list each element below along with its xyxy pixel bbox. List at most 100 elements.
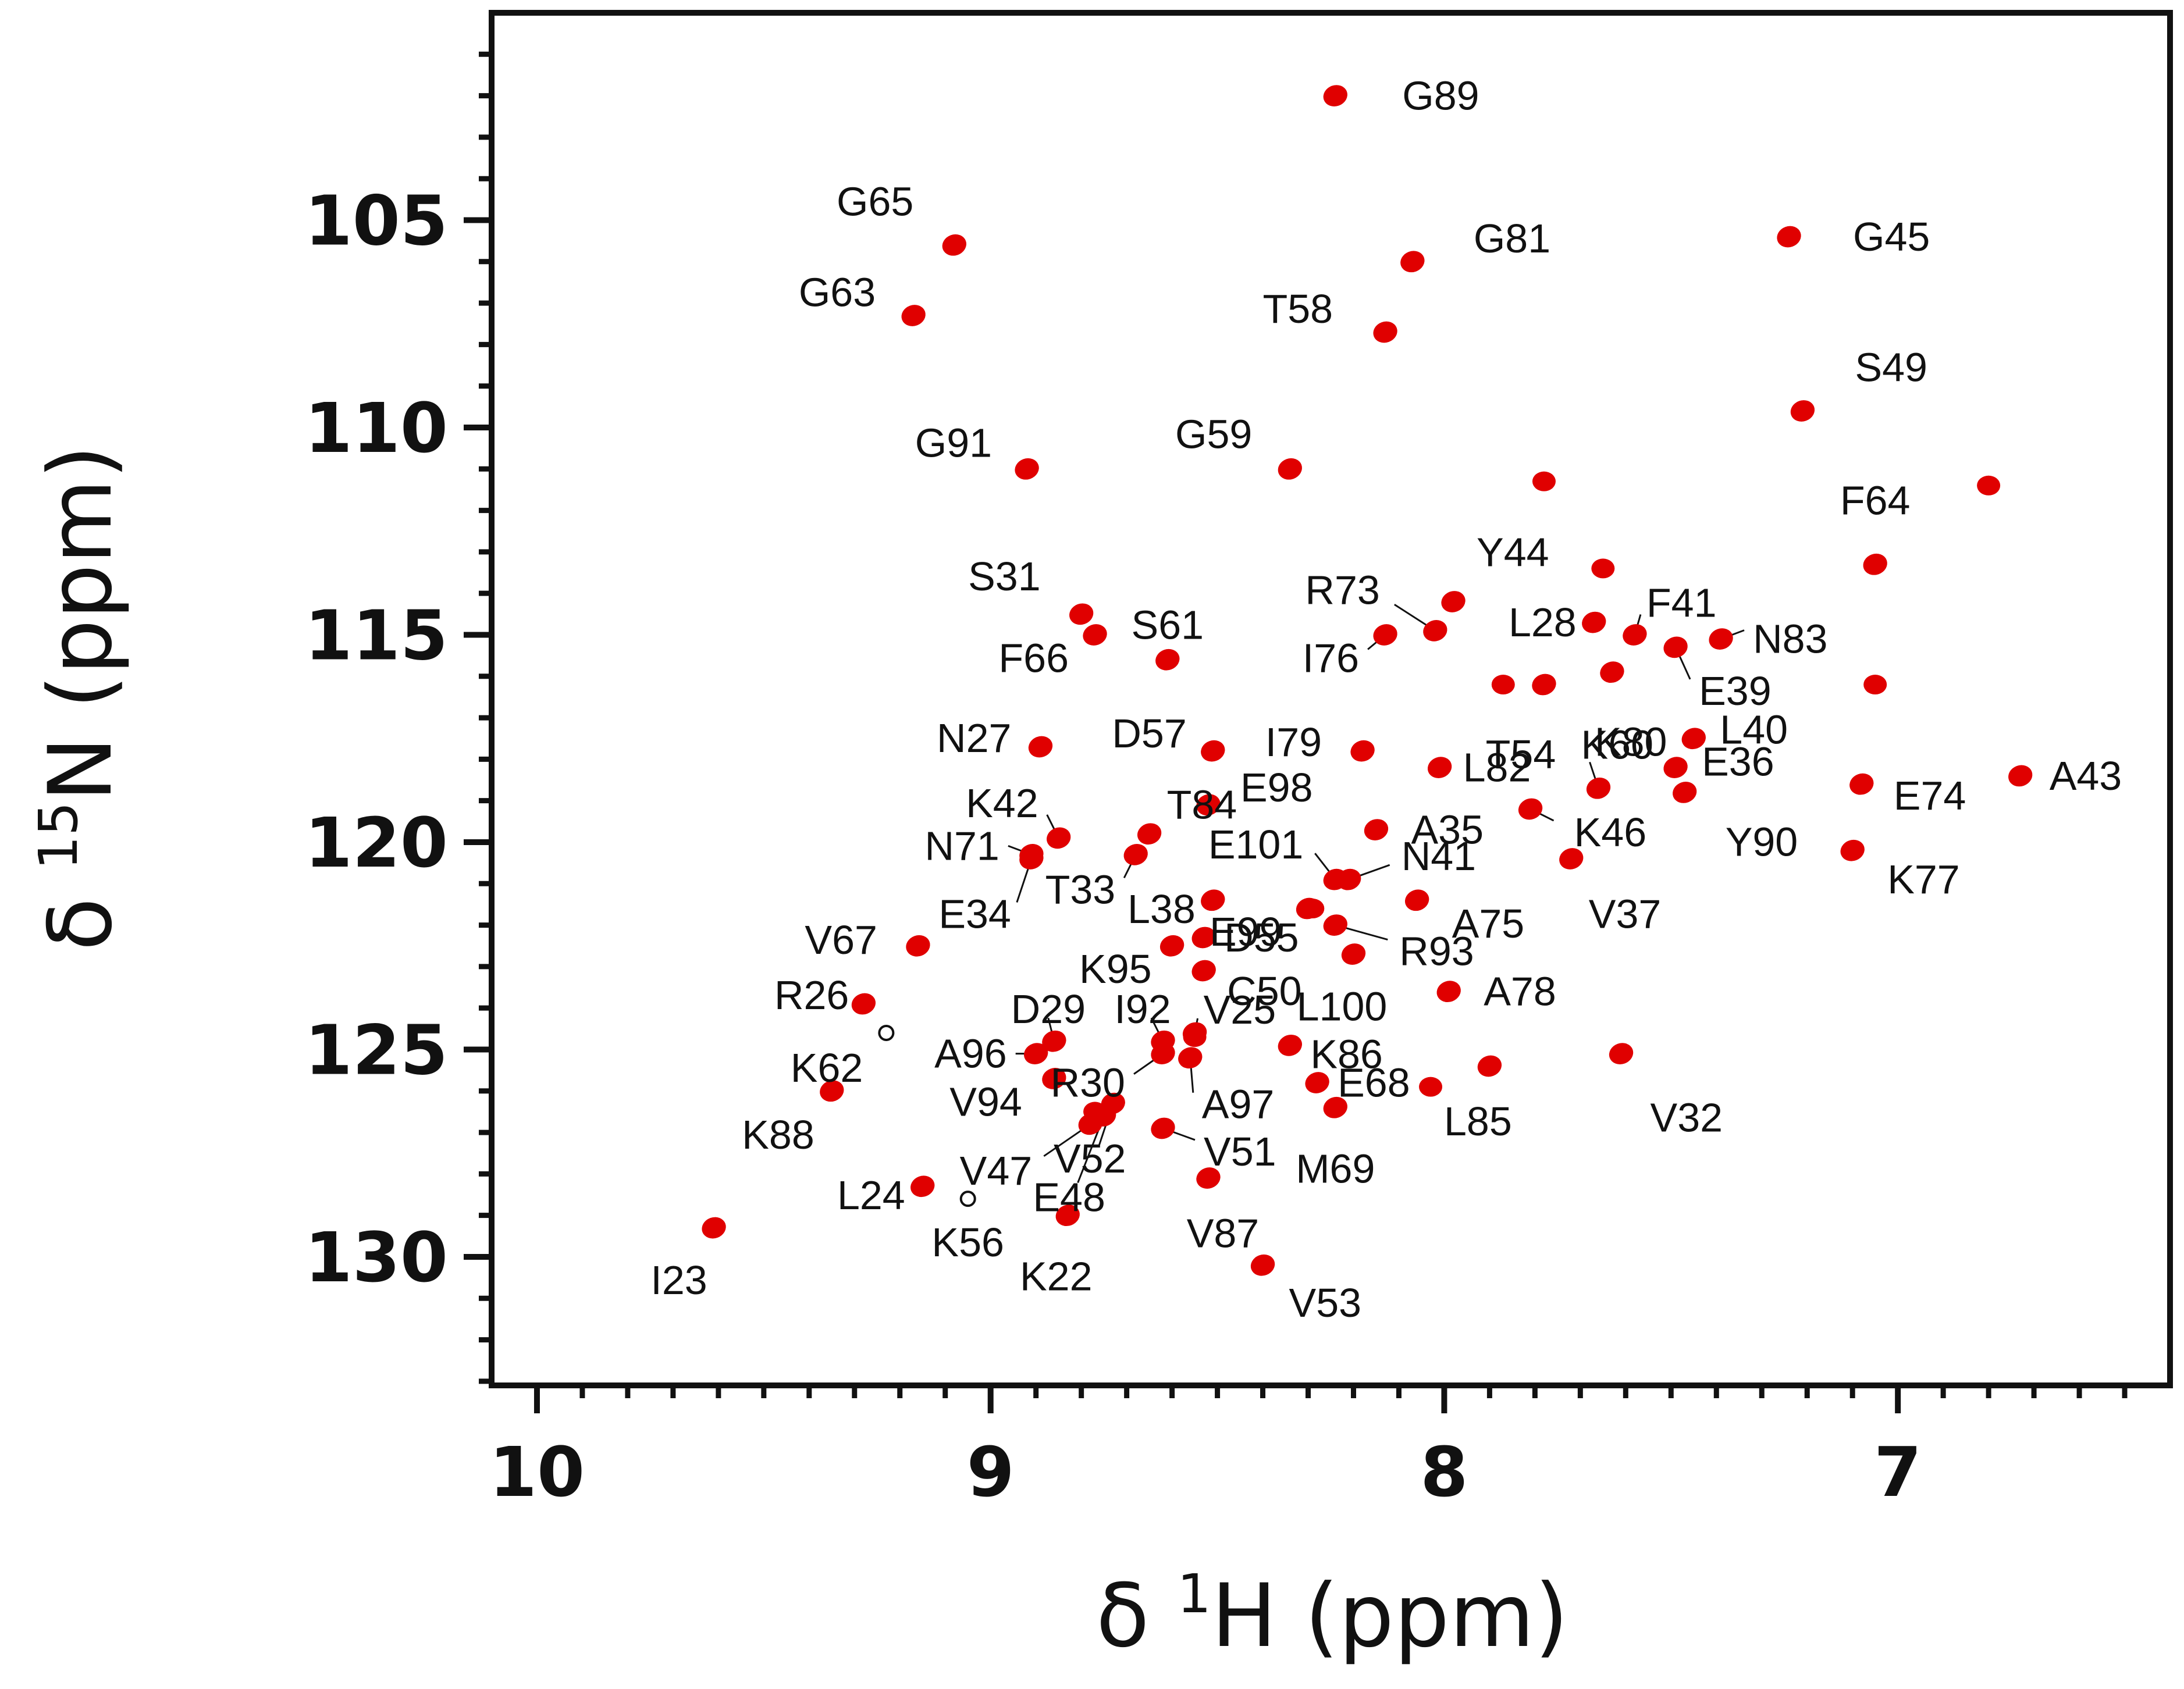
peak-marker-g63 xyxy=(901,305,926,326)
peak-marker-d57 xyxy=(1201,740,1225,762)
peak-marker-f64 xyxy=(1863,553,1887,575)
peak-label-t54: T54 xyxy=(1486,732,1556,777)
x-tick-label: 10 xyxy=(489,1432,585,1512)
peak-marker-a43 xyxy=(2008,765,2033,787)
peak-label-a78: A78 xyxy=(1484,969,1556,1014)
peak-label-v87: V87 xyxy=(1187,1211,1260,1256)
peak-marker-d29 xyxy=(1042,1030,1066,1052)
peak-marker-i76 xyxy=(1373,624,1397,646)
peak-label-k86: K86 xyxy=(1310,1031,1383,1077)
peak-marker-v51 xyxy=(1151,1117,1175,1139)
peak-marker-e48 xyxy=(1091,1105,1116,1127)
peak-label-l38: L38 xyxy=(1127,886,1196,932)
peak-label-e98: E98 xyxy=(1240,765,1313,810)
peak-label-a35: A35 xyxy=(1411,807,1484,853)
x-tick-label: 9 xyxy=(967,1432,1015,1512)
peak-label-s31: S31 xyxy=(968,554,1041,599)
x-axis-title-nucleus: H xyxy=(1211,1566,1277,1667)
x-axis-title-unit: (ppm) xyxy=(1277,1566,1568,1667)
peak-labels: G89 G65 G81 G45 G63 T58 S49 G91 G59 F64 S31 R73 Y44 L… xyxy=(650,73,2122,1326)
peak-marker-l38 xyxy=(1201,889,1225,911)
peak-label-k60: K60 xyxy=(1581,722,1654,767)
peak-marker-unlabeled xyxy=(1419,1077,1443,1097)
peak-marker-v87 xyxy=(1196,1167,1221,1189)
peak-label-e36: E36 xyxy=(1702,739,1774,785)
peak-label-r73: R73 xyxy=(1305,567,1379,612)
peak-label-e34: E34 xyxy=(938,892,1011,937)
peak-label-c50: C50 xyxy=(1227,968,1301,1014)
peak-marker-n83 xyxy=(1709,628,1733,650)
peak-marker-a75 xyxy=(1404,889,1429,911)
major-ticks xyxy=(464,217,1901,1413)
peak-marker-g65 xyxy=(942,234,966,256)
y-tick-label: 105 xyxy=(305,180,448,261)
peak-label-a75: A75 xyxy=(1452,901,1525,946)
peak-label-t33: T33 xyxy=(1045,867,1116,912)
peak-marker-l85 xyxy=(1477,1055,1502,1077)
peak-label-r26: R26 xyxy=(774,972,849,1018)
peak-marker-l24 xyxy=(910,1175,935,1198)
peak-label-l100: L100 xyxy=(1297,984,1388,1029)
peak-label-e68: E68 xyxy=(1338,1060,1410,1106)
peak-label-k22: K22 xyxy=(1020,1254,1093,1299)
peak-marker-n41 xyxy=(1337,868,1361,890)
peak-marker-g59 xyxy=(1278,458,1302,480)
peak-label-y44: Y44 xyxy=(1477,529,1549,575)
peak-label-k95: K95 xyxy=(1079,946,1152,992)
peak-marker-l40 xyxy=(1681,728,1706,750)
peak-label-t84: T84 xyxy=(1167,782,1237,828)
peak-label-a96: A96 xyxy=(934,1031,1007,1077)
peak-marker-i23 xyxy=(702,1217,726,1239)
peak-label-f66: F66 xyxy=(998,635,1069,680)
peak-marker-g81 xyxy=(1400,251,1425,273)
peak-marker-m69 xyxy=(1323,1096,1347,1118)
peak-marker-e98 xyxy=(1196,794,1221,816)
peak-marker-k95 xyxy=(1159,935,1185,957)
peak-marker-r30 xyxy=(1151,1043,1175,1064)
peak-label-v67: V67 xyxy=(805,917,877,963)
peak-marker-e68 xyxy=(1305,1072,1329,1093)
peak-label-g91: G91 xyxy=(915,420,992,465)
y-tick-label: 125 xyxy=(305,1010,448,1090)
x-tick-label: 7 xyxy=(1874,1432,1922,1512)
peak-marker-unlabeled xyxy=(1532,471,1556,491)
peak-marker-k22 xyxy=(1055,1205,1080,1227)
peak-marker-a97 xyxy=(1178,1047,1203,1069)
peak-marker-unlabeled xyxy=(1863,675,1887,695)
peak-label-v47: V47 xyxy=(960,1148,1033,1193)
peak-marker-k77 xyxy=(1840,839,1865,861)
peak-label-l40: L40 xyxy=(1720,707,1788,753)
peak-label-i92: I92 xyxy=(1114,986,1171,1032)
x-axis-title: δ 1H (ppm) xyxy=(1096,1563,1568,1667)
peak-marker-t58 xyxy=(1373,321,1397,343)
y-axis-title-prefix: δ xyxy=(30,870,131,951)
peak-label-g45: G45 xyxy=(1853,214,1930,259)
peak-marker-r93 xyxy=(1323,914,1347,936)
plot-frame xyxy=(489,10,2173,1388)
peak-marker-unlabeled xyxy=(1491,675,1515,695)
peak-label-i76: I76 xyxy=(1303,635,1359,680)
peak-marker-k42 xyxy=(1046,827,1071,849)
y-tick-label: 120 xyxy=(305,803,448,883)
peak-label-d57: D57 xyxy=(1112,711,1186,756)
peak-label-v52: V52 xyxy=(1054,1136,1126,1181)
peak-label-d55: D55 xyxy=(1224,915,1299,960)
x-axis-title-prefix: δ xyxy=(1096,1566,1177,1667)
y-tick-label: 115 xyxy=(305,595,448,675)
peak-label-k42: K42 xyxy=(966,781,1038,826)
peak-label-n27: N27 xyxy=(937,715,1011,761)
peak-label-g59: G59 xyxy=(1175,411,1252,457)
peak-marker-l28 xyxy=(1582,611,1606,633)
peak-marker-v53 xyxy=(1250,1254,1275,1276)
peak-label-v53: V53 xyxy=(1289,1280,1362,1325)
peak-marker-s49 xyxy=(1790,400,1815,422)
peak-label-i79: I79 xyxy=(1265,719,1322,765)
peak-label-n71: N71 xyxy=(924,823,999,868)
peak-marker-f66 xyxy=(1083,624,1107,646)
peak-marker-r73 xyxy=(1423,619,1447,642)
x-tick-label: 8 xyxy=(1420,1432,1468,1512)
peak-label-k80: K80 xyxy=(1595,719,1667,765)
y-axis-title: δ 15N (ppm) xyxy=(27,445,131,951)
peak-label-l82: L82 xyxy=(1463,745,1531,790)
